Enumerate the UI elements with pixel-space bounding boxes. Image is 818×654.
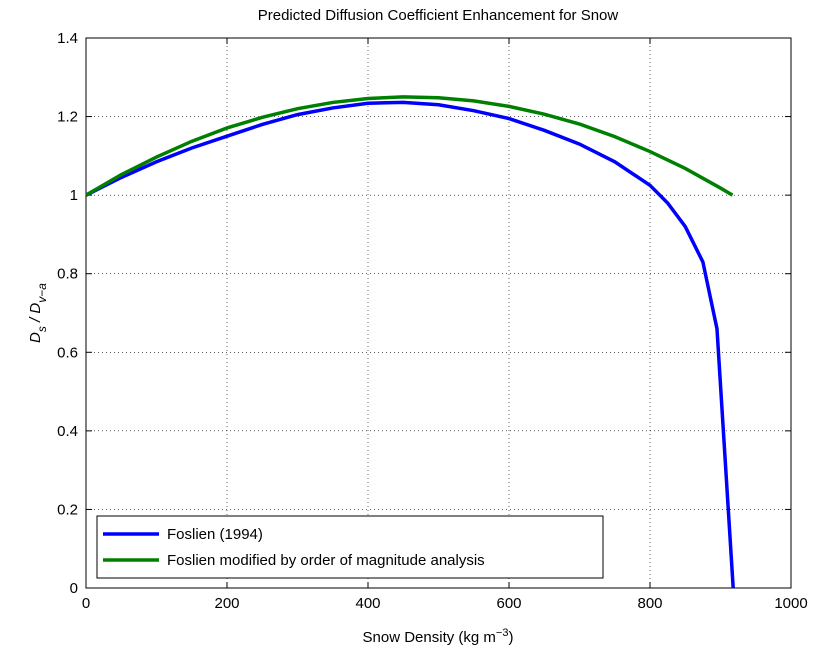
y-tick-label: 1.2	[57, 109, 78, 126]
y-tick-label: 0.8	[57, 266, 78, 283]
axes-frame	[85, 37, 792, 589]
y-tick-label: 1.4	[57, 30, 78, 47]
legend-box	[96, 515, 604, 579]
chart-title: Predicted Diffusion Coefficient Enhancem…	[258, 7, 619, 24]
y-axis-label: Ds / Dv−a	[27, 283, 49, 343]
y-tick-label: 0.4	[57, 423, 78, 440]
x-tick-label: 800	[637, 595, 662, 612]
plot-area	[86, 38, 791, 588]
x-tick-label: 600	[496, 595, 521, 612]
x-tick-label: 400	[355, 595, 380, 612]
line-series	[85, 95, 734, 197]
legend-label: Foslien modified by order of magnitude a…	[167, 552, 485, 569]
y-tick-label: 0.6	[57, 344, 78, 361]
y-tick-label: 0.2	[57, 501, 78, 518]
x-tick-label: 0	[82, 595, 90, 612]
x-tick-label: 1000	[774, 595, 807, 612]
x-axis-label: Snow Density (kg m−3)	[363, 627, 514, 646]
y-tick-label: 0	[70, 580, 78, 597]
line-series	[85, 100, 735, 589]
x-tick-label: 200	[214, 595, 239, 612]
legend-label: Foslien (1994)	[167, 526, 263, 543]
y-tick-label: 1	[70, 187, 78, 204]
